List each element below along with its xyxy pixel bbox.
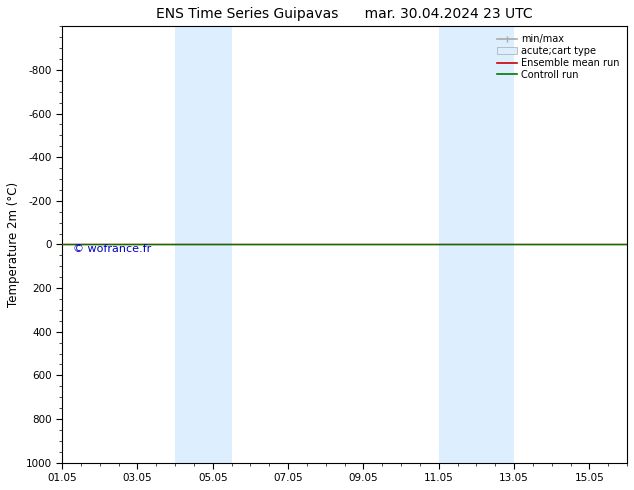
Bar	[175, 26, 231, 463]
Bar	[439, 26, 514, 463]
Title: ENS Time Series Guipavas      mar. 30.04.2024 23 UTC: ENS Time Series Guipavas mar. 30.04.2024…	[156, 7, 533, 21]
Legend: min/max, acute;cart type, Ensemble mean run, Controll run: min/max, acute;cart type, Ensemble mean …	[495, 31, 622, 83]
Text: © wofrance.fr: © wofrance.fr	[74, 244, 152, 254]
Y-axis label: Temperature 2m (°C): Temperature 2m (°C)	[7, 182, 20, 307]
